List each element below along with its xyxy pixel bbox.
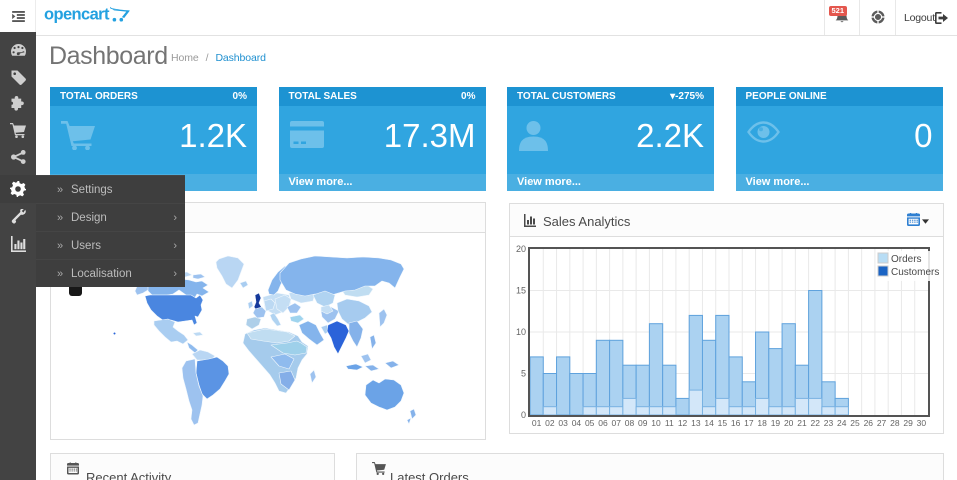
svg-text:15: 15	[718, 418, 728, 428]
svg-text:5: 5	[521, 369, 526, 379]
svg-text:12: 12	[678, 418, 688, 428]
svg-text:01: 01	[532, 418, 542, 428]
svg-text:30: 30	[917, 418, 927, 428]
svg-text:13: 13	[691, 418, 701, 428]
svg-text:20: 20	[784, 418, 794, 428]
svg-text:Orders: Orders	[891, 254, 922, 265]
svg-text:opencart: opencart	[44, 6, 110, 24]
svg-text:11: 11	[665, 418, 674, 428]
svg-text:19: 19	[771, 418, 781, 428]
svg-text:22: 22	[810, 418, 820, 428]
svg-text:27: 27	[877, 418, 887, 428]
svg-text:24: 24	[837, 418, 847, 428]
svg-text:20: 20	[516, 244, 526, 254]
svg-text:03: 03	[558, 418, 568, 428]
svg-text:23: 23	[824, 418, 834, 428]
svg-text:17: 17	[744, 418, 754, 428]
svg-text:04: 04	[572, 418, 582, 428]
svg-text:18: 18	[757, 418, 767, 428]
svg-text:10: 10	[651, 418, 661, 428]
svg-text:02: 02	[545, 418, 555, 428]
svg-text:14: 14	[704, 418, 714, 428]
svg-text:16: 16	[731, 418, 741, 428]
svg-text:07: 07	[611, 418, 621, 428]
svg-text:28: 28	[890, 418, 900, 428]
svg-text:21: 21	[797, 418, 807, 428]
svg-text:08: 08	[625, 418, 635, 428]
svg-text:Customers: Customers	[891, 267, 939, 278]
svg-text:09: 09	[638, 418, 648, 428]
svg-text:05: 05	[585, 418, 595, 428]
svg-text:0: 0	[521, 410, 526, 420]
svg-text:25: 25	[850, 418, 860, 428]
svg-text:10: 10	[516, 327, 526, 337]
svg-text:06: 06	[598, 418, 608, 428]
svg-text:29: 29	[903, 418, 913, 428]
svg-text:26: 26	[864, 418, 874, 428]
svg-text:15: 15	[516, 286, 526, 296]
